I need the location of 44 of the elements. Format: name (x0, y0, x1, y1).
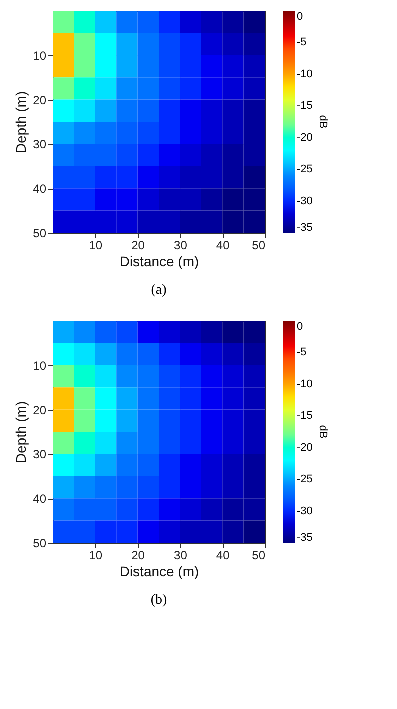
color-bar-label: -35 (297, 222, 313, 234)
x-tick-label: 20 (132, 548, 146, 562)
y-axis-title: Depth (m) (13, 91, 30, 154)
color-bar-label: -20 (297, 442, 313, 454)
x-axis-title: Distance (m) (120, 254, 200, 270)
y-tick-label: 30 (33, 138, 47, 152)
color-bar-label: -15 (297, 100, 313, 112)
color-bar-label: -35 (297, 532, 313, 544)
color-bar-label: -30 (297, 505, 313, 518)
y-tick-label: 10 (33, 48, 47, 63)
color-bar-label: 0 (297, 11, 304, 23)
color-bar-label: -25 (297, 164, 313, 176)
x-tick-label: 50 (252, 238, 266, 252)
color-bar-label: -20 (297, 132, 313, 144)
y-axis-title: Depth (m) (13, 401, 30, 464)
color-bar-label: -5 (297, 346, 307, 359)
y-tick-label: 50 (33, 536, 47, 550)
color-bar-label: -10 (297, 378, 313, 390)
y-tick-label: 30 (33, 448, 47, 462)
color-bar-label: -5 (297, 36, 307, 49)
y-tick-label: 40 (33, 492, 47, 506)
x-axis-title: Distance (m) (120, 564, 200, 580)
y-tick-label: 20 (33, 403, 47, 418)
x-tick-label: 40 (216, 238, 230, 252)
x-tick-label: 10 (89, 548, 103, 562)
color-bar-title: dB (317, 425, 329, 439)
color-bar-label: 0 (297, 321, 304, 333)
x-tick-label: 10 (89, 238, 103, 252)
x-tick-label: 40 (216, 548, 230, 562)
color-bar-label: -10 (297, 68, 313, 80)
color-bar-label: -30 (297, 195, 313, 208)
text: (a) (151, 283, 168, 298)
x-tick-label: 20 (132, 238, 146, 252)
text: (b) (150, 593, 168, 608)
y-tick-label: 10 (33, 358, 47, 373)
x-tick-label: 50 (252, 548, 266, 562)
y-tick-label: 20 (33, 93, 47, 108)
color-bar-title: dB (317, 115, 329, 129)
color-bar-label: -25 (297, 474, 313, 486)
y-tick-label: 50 (33, 226, 47, 240)
x-tick-label: 30 (174, 238, 188, 252)
x-tick-label: 30 (174, 548, 188, 562)
y-tick-label: 40 (33, 182, 47, 196)
color-bar-label: -15 (297, 410, 313, 422)
